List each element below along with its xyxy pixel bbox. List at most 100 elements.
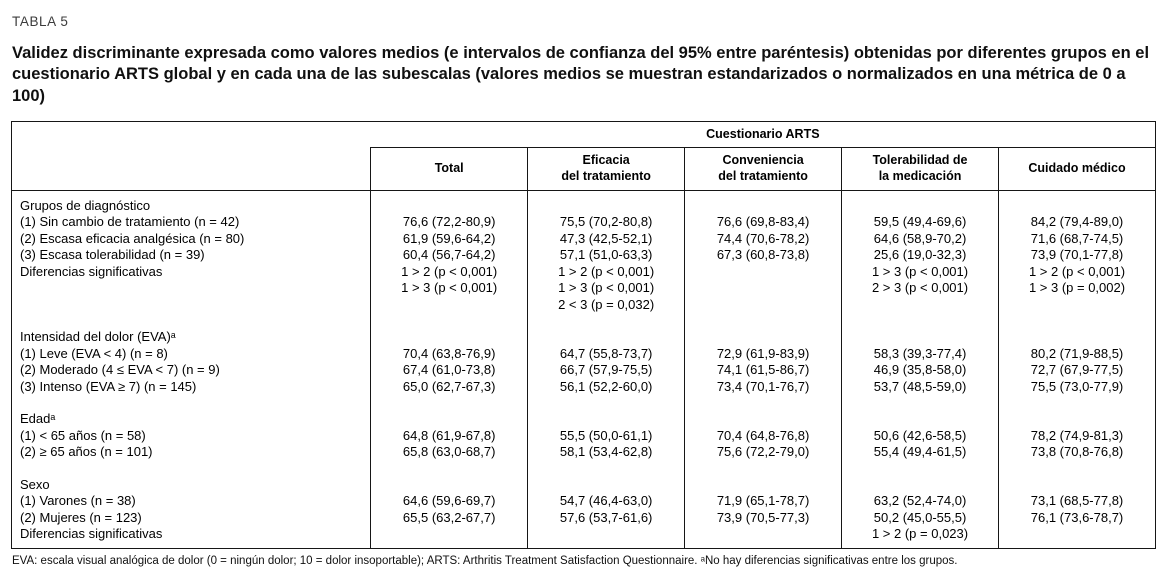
table-cell: 80,2 (71,9-88,5) <box>998 345 1156 363</box>
table-cell <box>998 395 1156 428</box>
corner-header-cell <box>11 121 371 191</box>
section-header: Edadᵃ <box>20 411 56 427</box>
table-cell: 57,1 (51,0-63,3) <box>527 247 685 264</box>
table-cell: 73,8 (70,8-76,8) <box>998 444 1156 461</box>
table-cell: 64,8 (61,9-67,8) <box>370 427 528 445</box>
table-cell: 47,3 (42,5-52,1) <box>527 230 685 248</box>
table-cell: 65,5 (63,2-67,7) <box>370 509 528 527</box>
table-cell: 1 > 2 (p = 0,023) <box>841 526 999 549</box>
table-cell <box>998 526 1156 549</box>
table-cell: 1 > 3 (p < 0,001) 2 > 3 (p < 0,001) <box>841 263 999 314</box>
row-label: (3) Intenso (EVA ≥ 7) (n = 145) <box>20 378 197 394</box>
table-cell: 57,6 (53,7-61,6) <box>527 509 685 527</box>
table-cell: 50,6 (42,6-58,5) <box>841 427 999 445</box>
row-label: (2) Moderado (4 ≤ EVA < 7) (n = 9) <box>20 362 220 378</box>
table-row: (3) Escasa tolerabilidad (n = 39) 60,4 (… <box>12 247 1156 264</box>
table-cell: 73,9 (70,5-77,3) <box>684 509 842 527</box>
table-row: (2) Mujeres (n = 123) 65,5 (63,2-67,7) 5… <box>12 509 1156 527</box>
table-cell: 58,3 (39,3-77,4) <box>841 345 999 363</box>
table-cell: 71,9 (65,1-78,7) <box>684 493 842 510</box>
row-label: (1) Sin cambio de tratamiento (n = 42) <box>20 214 240 230</box>
table-row: (2) ≥ 65 años (n = 101) 65,8 (63,0-68,7)… <box>12 444 1156 461</box>
table-cell: 73,4 (70,1-76,7) <box>684 378 842 396</box>
table-cell: 59,5 (49,4-69,6) <box>841 214 999 231</box>
column-header-cuidado-medico: Cuidado médico <box>998 147 1156 191</box>
table-cell: 67,4 (61,0-73,8) <box>370 362 528 379</box>
table-cell <box>841 395 999 428</box>
table-cell <box>841 313 999 346</box>
column-header-conveniencia: Conveniencia del tratamiento <box>684 147 842 191</box>
table-cell <box>841 190 999 215</box>
table-cell: 50,2 (45,0-55,5) <box>841 509 999 527</box>
table-cell <box>370 313 528 346</box>
table-cell: 1 > 2 (p < 0,001) 1 > 3 (p = 0,002) <box>998 263 1156 314</box>
table-row: Diferencias significativas 1 > 2 (p < 0,… <box>12 263 1156 314</box>
table-footnote: EVA: escala visual analógica de dolor (0… <box>12 554 958 567</box>
table-cell: 67,3 (60,8-73,8) <box>684 247 842 264</box>
table-cell: 54,7 (46,4-63,0) <box>527 493 685 510</box>
table-cell <box>527 526 685 549</box>
row-label: Diferencias significativas <box>20 526 163 542</box>
table-cell <box>370 190 528 215</box>
table-row: (2) Escasa eficacia analgésica (n = 80) … <box>12 230 1156 248</box>
table-cell <box>684 460 842 494</box>
group-header-cell: Cuestionario ARTS <box>370 121 1156 149</box>
column-header-total: Total <box>370 147 528 191</box>
table-cell: 75,5 (70,2-80,8) <box>527 214 685 231</box>
table-row: (3) Intenso (EVA ≥ 7) (n = 145) 65,0 (62… <box>12 378 1156 396</box>
table-cell: 61,9 (59,6-64,2) <box>370 230 528 248</box>
table-cell <box>841 460 999 494</box>
row-label: Diferencias significativas <box>20 263 163 279</box>
row-label: (1) Leve (EVA < 4) (n = 8) <box>20 345 168 361</box>
table-cell: 46,9 (35,8-58,0) <box>841 362 999 379</box>
section-header: Intensidad del dolor (EVA)ᵃ <box>20 329 176 345</box>
row-label: (2) Mujeres (n = 123) <box>20 509 142 525</box>
row-label: (3) Escasa tolerabilidad (n = 39) <box>20 247 205 263</box>
table-cell: 65,0 (62,7-67,3) <box>370 378 528 396</box>
row-label: (1) < 65 años (n = 58) <box>20 427 146 443</box>
section-header: Grupos de diagnóstico <box>20 197 151 213</box>
table-row: (2) Moderado (4 ≤ EVA < 7) (n = 9) 67,4 … <box>12 362 1156 379</box>
table-cell <box>684 526 842 549</box>
table-cell: 74,1 (61,5-86,7) <box>684 362 842 379</box>
table-cell: 55,5 (50,0-61,1) <box>527 427 685 445</box>
table-row: Diferencias significativas 1 > 2 (p = 0,… <box>12 526 1156 549</box>
column-header-tolerabilidad: Tolerabilidad de la medicación <box>841 147 999 191</box>
table-cell <box>684 313 842 346</box>
table-cell: 71,6 (68,7-74,5) <box>998 230 1156 248</box>
table-cell: 53,7 (48,5-59,0) <box>841 378 999 396</box>
table-cell: 73,9 (70,1-77,8) <box>998 247 1156 264</box>
table-cell <box>527 395 685 428</box>
table-row: (1) Sin cambio de tratamiento (n = 42) 7… <box>12 214 1156 231</box>
table-header: Cuestionario ARTS Total Eficacia del tra… <box>11 121 1156 191</box>
table-cell: 76,1 (73,6-78,7) <box>998 509 1156 527</box>
group-header-row: Cuestionario ARTS <box>11 121 1156 191</box>
section-header-row: Intensidad del dolor (EVA)ᵃ <box>12 313 1156 346</box>
section-header: Sexo <box>20 476 50 492</box>
table-cell: 70,4 (64,8-76,8) <box>684 427 842 445</box>
table-cell: 74,4 (70,6-78,2) <box>684 230 842 248</box>
table-row: (1) Leve (EVA < 4) (n = 8) 70,4 (63,8-76… <box>12 345 1156 363</box>
section-header-row: Edadᵃ <box>12 395 1156 428</box>
column-header-eficacia: Eficacia del tratamiento <box>527 147 685 191</box>
table-label: TABLA 5 <box>12 14 69 29</box>
table-cell: 65,8 (63,0-68,7) <box>370 444 528 461</box>
table-cell: 76,6 (69,8-83,4) <box>684 214 842 231</box>
section-header-row: Sexo <box>12 460 1156 494</box>
table-cell: 64,6 (58,9-70,2) <box>841 230 999 248</box>
table-cell: 78,2 (74,9-81,3) <box>998 427 1156 445</box>
table-cell: 64,6 (59,6-69,7) <box>370 493 528 510</box>
table-row: (1) Varones (n = 38) 64,6 (59,6-69,7) 54… <box>12 493 1156 510</box>
table-cell <box>527 460 685 494</box>
table-cell: 72,9 (61,9-83,9) <box>684 345 842 363</box>
table-cell: 60,4 (56,7-64,2) <box>370 247 528 264</box>
table-cell: 73,1 (68,5-77,8) <box>998 493 1156 510</box>
table-title: Validez discriminante expresada como val… <box>12 44 1150 105</box>
table-cell <box>370 460 528 494</box>
table-cell: 84,2 (79,4-89,0) <box>998 214 1156 231</box>
table-cell <box>684 263 842 314</box>
table-cell <box>370 526 528 549</box>
table-cell <box>998 190 1156 215</box>
table-cell: 70,4 (63,8-76,9) <box>370 345 528 363</box>
table-cell <box>527 313 685 346</box>
